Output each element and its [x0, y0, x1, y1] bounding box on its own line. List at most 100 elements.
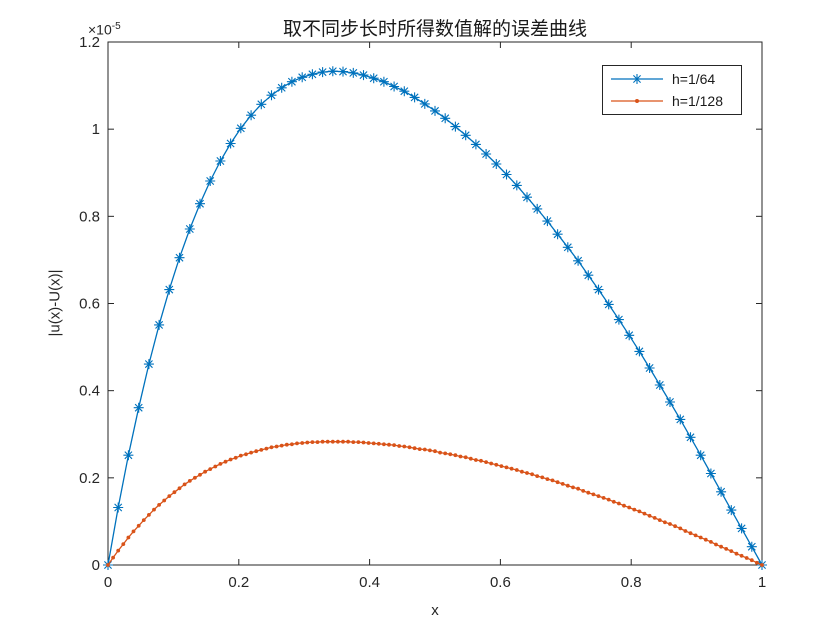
series-dot-marker-1-128 [565, 483, 570, 488]
series-dot-marker-1-128 [433, 449, 437, 454]
series-dot-marker-1-128 [320, 439, 325, 444]
series-dot-marker-1-128 [106, 563, 110, 567]
series-dot-marker-1-128 [131, 529, 136, 534]
series-dot-marker-1-128 [576, 486, 580, 491]
series-dot-marker-1-128 [382, 442, 386, 447]
legend-entry-label: h=1/64 [672, 71, 716, 88]
series-dot-marker-1-128 [703, 537, 708, 542]
series-dot-marker-1-128 [663, 520, 667, 525]
series-dot-marker-1-128 [336, 439, 340, 444]
y-tick-label: 0.4 [79, 383, 100, 400]
series-dot-marker-1-128 [652, 516, 657, 520]
series-dot-marker-1-128 [489, 461, 494, 466]
series-dot-marker-1-128 [346, 439, 350, 444]
series-dot-marker-1-128 [290, 442, 294, 447]
series-line-1-128 [107, 441, 763, 566]
series-dot-marker-1-128 [714, 542, 718, 547]
series-dot-marker-1-128 [673, 524, 677, 529]
series-dot-marker-1-128 [668, 522, 672, 526]
series-dot-marker-1-128 [152, 507, 156, 512]
series-line-1-64 [107, 70, 763, 566]
series-dot-marker-1-128 [147, 513, 151, 517]
series-dot-marker-1-128 [167, 494, 172, 498]
series-dot-marker-1-128 [203, 469, 208, 474]
series-dot-marker-1-128 [397, 444, 402, 448]
series-dot-marker-1-128 [555, 480, 560, 485]
series-dot-marker-1-128 [525, 471, 529, 475]
series-dot-marker-1-128 [269, 445, 274, 450]
series-dot-marker-1-128 [233, 455, 238, 460]
series-dot-marker-1-128 [448, 452, 453, 457]
series-asterisk-markers-1-64 [103, 66, 767, 570]
series-dot-marker-1-128 [208, 467, 213, 471]
series-dot-marker-1-128 [254, 449, 259, 454]
series-dot-marker-1-128 [581, 489, 586, 493]
series-dot-marker-1-128 [136, 523, 141, 528]
series-dot-marker-1-128 [238, 453, 243, 458]
series-dot-marker-1-128 [422, 447, 427, 452]
series-dot-marker-1-128 [305, 440, 310, 445]
legend-sample-asterisk [632, 74, 642, 85]
series-dot-marker-1-128 [601, 496, 606, 500]
series-dot-marker-1-128 [729, 549, 734, 553]
series-dot-marker-1-128 [688, 531, 693, 536]
y-tick-label: 0.8 [79, 208, 100, 225]
series-dot-marker-1-128 [417, 447, 422, 451]
series-dot-marker-1-128 [499, 464, 504, 468]
series-dot-marker-1-128 [218, 462, 223, 466]
series-dot-marker-1-128 [310, 440, 315, 444]
series-dot-marker-1-128 [412, 446, 417, 451]
series-dot-marker-1-128 [213, 464, 218, 469]
series-dot-marker-1-128 [479, 458, 483, 463]
series-dot-marker-1-128 [520, 469, 524, 474]
legend: h=1/64 h=1/128 [602, 65, 742, 115]
y-axis-label: |u(x)-U(x)| [46, 269, 64, 337]
x-tick-label: 1 [758, 574, 766, 591]
series-dot-marker-1-128 [550, 478, 555, 483]
series-dot-marker-1-128 [586, 490, 591, 495]
series-dot-marker-1-128 [734, 551, 739, 556]
series-dot-marker-1-128 [744, 556, 749, 560]
series-dot-marker-1-128 [535, 474, 540, 478]
y-tick-label: 0.6 [79, 296, 100, 313]
series-dot-marker-1-128 [428, 448, 432, 453]
series-dot-marker-1-128 [356, 440, 361, 444]
series-dot-marker-1-128 [719, 544, 723, 549]
axes-box [107, 41, 763, 566]
y-tick-label: 0.2 [79, 470, 100, 487]
series-dot-marker-1-128 [698, 535, 703, 540]
series-dot-marker-1-128 [749, 558, 754, 563]
series-dot-marker-1-128 [438, 450, 442, 455]
series-dot-marker-1-128 [259, 448, 264, 452]
x-tick-label: 0.4 [359, 574, 380, 591]
series-dot-marker-1-128 [494, 462, 499, 467]
legend-sample-dot [635, 98, 639, 103]
series-dot-marker-1-128 [407, 445, 412, 450]
y-axis-exponent-power: -5 [111, 21, 121, 32]
series-dot-marker-1-128 [300, 441, 305, 445]
series-dot-marker-1-128 [187, 479, 192, 483]
series-dot-marker-1-128 [560, 482, 565, 486]
y-tick-label: 1 [92, 121, 100, 138]
series-dot-marker-1-128 [157, 503, 162, 507]
y-tick-label: 0 [92, 557, 100, 574]
series-dot-marker-1-128 [739, 553, 744, 558]
series-dot-marker-1-128 [540, 475, 545, 480]
series-dot-marker-1-128 [509, 466, 514, 471]
series-dot-marker-1-128 [315, 440, 320, 444]
series-dot-marker-1-128 [116, 548, 121, 553]
series-dot-marker-1-128 [484, 460, 488, 464]
series-dot-marker-1-128 [530, 472, 534, 477]
series-dot-marker-1-128 [341, 439, 345, 444]
x-tick-label: 0.2 [228, 574, 249, 591]
series-dot-marker-1-128 [284, 442, 289, 447]
legend-entry: h=1/128 [603, 93, 741, 109]
series-dot-marker-1-128 [392, 443, 396, 447]
series-dot-marker-1-128 [126, 535, 131, 540]
series-dot-marker-1-128 [330, 439, 335, 444]
series-dot-marker-1-128 [632, 507, 637, 512]
series-dot-marker-1-128 [177, 486, 182, 491]
series-dot-marker-1-128 [366, 441, 371, 445]
